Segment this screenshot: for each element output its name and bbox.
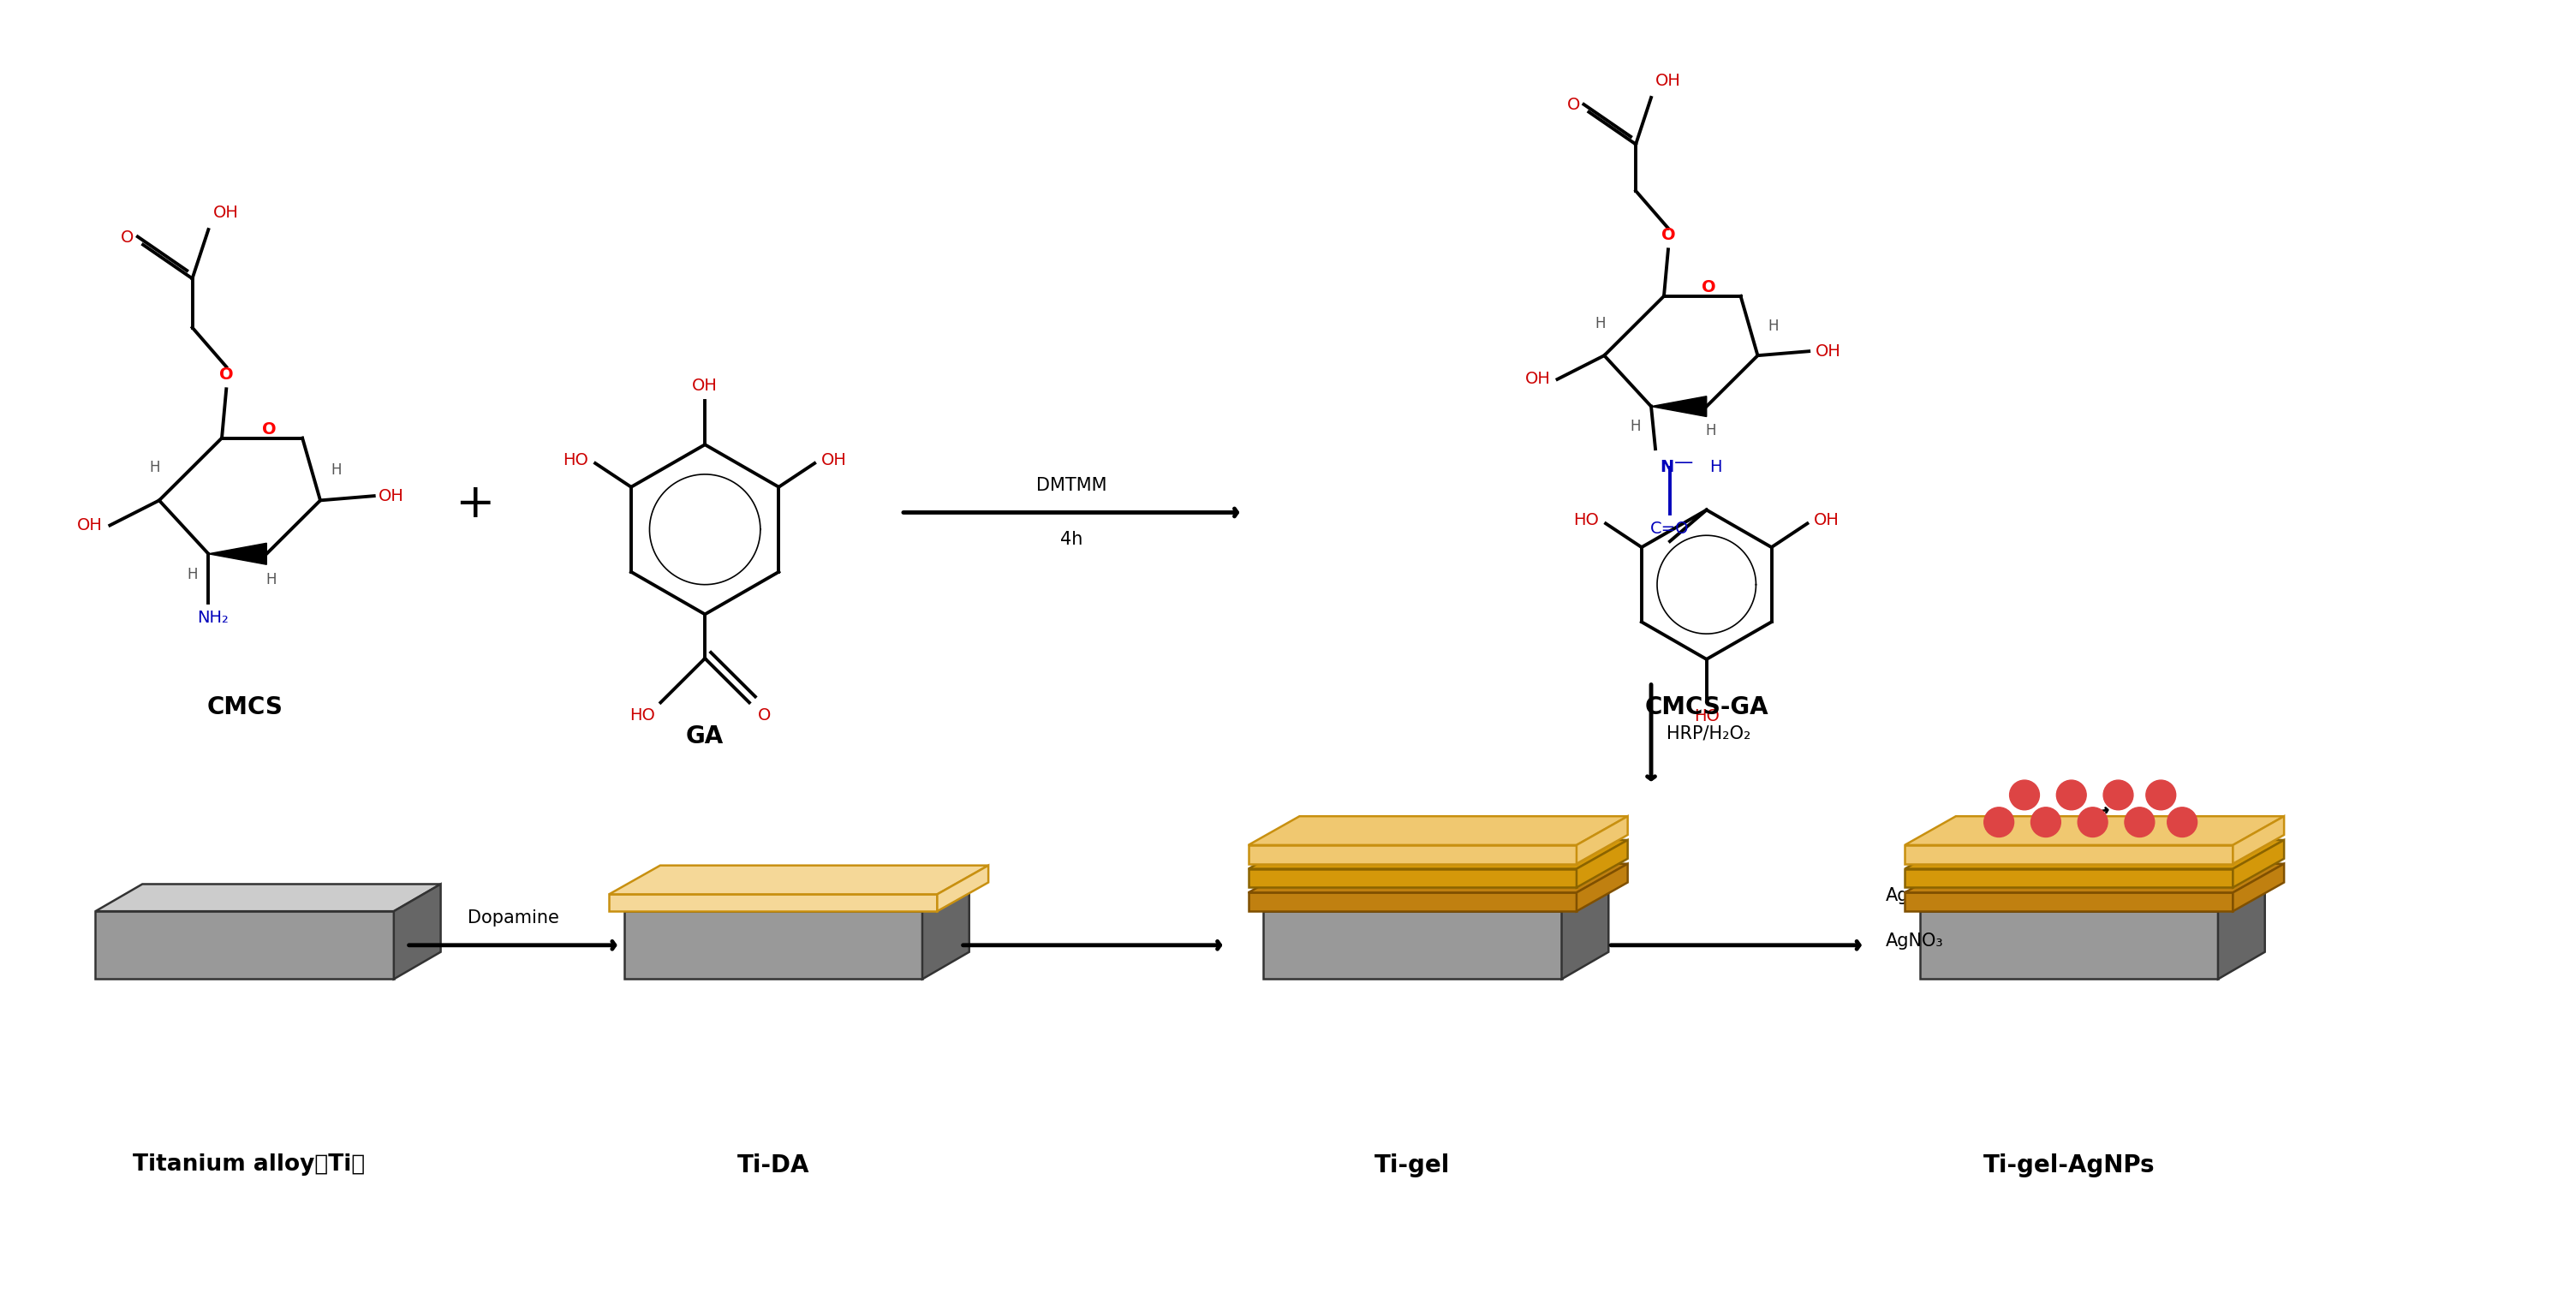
Text: OH: OH bbox=[693, 378, 719, 394]
Polygon shape bbox=[922, 885, 969, 979]
Text: Ti-DA: Ti-DA bbox=[737, 1154, 809, 1177]
Polygon shape bbox=[1249, 840, 1628, 869]
Polygon shape bbox=[1249, 846, 1577, 864]
Text: OH: OH bbox=[1814, 512, 1839, 529]
Text: HO: HO bbox=[1695, 708, 1718, 725]
Polygon shape bbox=[1249, 864, 1628, 892]
Polygon shape bbox=[1919, 912, 2218, 979]
Polygon shape bbox=[2233, 864, 2285, 912]
Text: Ti-gel: Ti-gel bbox=[1376, 1154, 1450, 1177]
Polygon shape bbox=[209, 543, 265, 565]
Text: OH: OH bbox=[77, 517, 103, 534]
Text: O: O bbox=[757, 708, 770, 724]
Text: OH: OH bbox=[1816, 343, 1842, 360]
Text: O: O bbox=[219, 366, 234, 383]
Polygon shape bbox=[1919, 885, 2264, 912]
Text: C=O: C=O bbox=[1651, 521, 1690, 538]
Text: +: + bbox=[456, 481, 495, 527]
Polygon shape bbox=[394, 885, 440, 979]
Text: O: O bbox=[1662, 227, 1674, 243]
Text: H: H bbox=[149, 460, 160, 475]
Polygon shape bbox=[1904, 864, 2285, 892]
Polygon shape bbox=[1561, 885, 1607, 979]
Text: Titanium alloy（Ti）: Titanium alloy（Ti） bbox=[134, 1154, 366, 1176]
Polygon shape bbox=[1651, 396, 1705, 417]
Text: OH: OH bbox=[1525, 372, 1551, 387]
Text: O: O bbox=[121, 230, 134, 246]
Text: NH₂: NH₂ bbox=[198, 611, 229, 626]
Text: 4h: 4h bbox=[1061, 531, 1082, 548]
Circle shape bbox=[2030, 807, 2061, 837]
Polygon shape bbox=[608, 865, 989, 894]
Text: CMCS-GA: CMCS-GA bbox=[1643, 695, 1770, 718]
Polygon shape bbox=[95, 912, 394, 979]
Text: H: H bbox=[265, 572, 276, 587]
Polygon shape bbox=[1262, 912, 1561, 979]
Polygon shape bbox=[1249, 869, 1577, 887]
Circle shape bbox=[2146, 781, 2177, 809]
Text: H: H bbox=[1705, 423, 1716, 439]
Polygon shape bbox=[623, 912, 922, 979]
Polygon shape bbox=[1249, 816, 1628, 846]
Polygon shape bbox=[1904, 846, 2233, 864]
Text: Dopamine: Dopamine bbox=[466, 909, 559, 926]
Polygon shape bbox=[1262, 885, 1607, 912]
Circle shape bbox=[2056, 781, 2087, 809]
Text: O: O bbox=[263, 421, 276, 438]
Circle shape bbox=[2166, 807, 2197, 837]
Polygon shape bbox=[1904, 840, 2285, 869]
Circle shape bbox=[2105, 781, 2133, 809]
Text: AgNO₃: AgNO₃ bbox=[1886, 933, 1942, 950]
Circle shape bbox=[1984, 807, 2014, 837]
Circle shape bbox=[2009, 781, 2040, 809]
Text: OH: OH bbox=[379, 488, 404, 504]
Circle shape bbox=[2079, 807, 2107, 837]
Polygon shape bbox=[1904, 869, 2233, 887]
Polygon shape bbox=[95, 885, 440, 912]
Text: DMTMM: DMTMM bbox=[1036, 477, 1108, 494]
Text: HRP/H₂O₂: HRP/H₂O₂ bbox=[1667, 725, 1752, 742]
Text: H: H bbox=[1631, 420, 1641, 435]
Text: —: — bbox=[1674, 453, 1692, 472]
Text: CMCS: CMCS bbox=[206, 695, 283, 718]
Polygon shape bbox=[1904, 816, 2285, 846]
Text: N: N bbox=[1659, 459, 1674, 475]
Text: GA: GA bbox=[685, 725, 724, 748]
Text: H: H bbox=[1767, 318, 1777, 334]
Text: H: H bbox=[188, 568, 198, 583]
Circle shape bbox=[2125, 807, 2154, 837]
Text: HO: HO bbox=[631, 708, 654, 724]
Text: Ti-gel-AgNPs: Ti-gel-AgNPs bbox=[1984, 1154, 2154, 1177]
Text: HO: HO bbox=[1574, 512, 1600, 529]
Polygon shape bbox=[1577, 864, 1628, 912]
Polygon shape bbox=[623, 885, 969, 912]
Text: OH: OH bbox=[822, 452, 848, 468]
Text: O: O bbox=[1703, 279, 1716, 296]
Text: OH: OH bbox=[214, 204, 240, 221]
Polygon shape bbox=[2218, 885, 2264, 979]
Polygon shape bbox=[1249, 892, 1577, 912]
Polygon shape bbox=[938, 865, 989, 912]
Polygon shape bbox=[1577, 816, 1628, 864]
Polygon shape bbox=[2233, 816, 2285, 864]
Text: HO: HO bbox=[564, 452, 587, 468]
Text: OH: OH bbox=[1656, 73, 1682, 90]
Polygon shape bbox=[1904, 892, 2233, 912]
Text: AgNPs: AgNPs bbox=[1886, 887, 1942, 904]
Polygon shape bbox=[2233, 840, 2285, 887]
Polygon shape bbox=[1577, 840, 1628, 887]
Text: H: H bbox=[1708, 459, 1721, 475]
Text: H: H bbox=[1595, 317, 1605, 331]
Text: O: O bbox=[1566, 97, 1582, 113]
Text: H: H bbox=[332, 462, 343, 478]
Polygon shape bbox=[608, 894, 938, 912]
